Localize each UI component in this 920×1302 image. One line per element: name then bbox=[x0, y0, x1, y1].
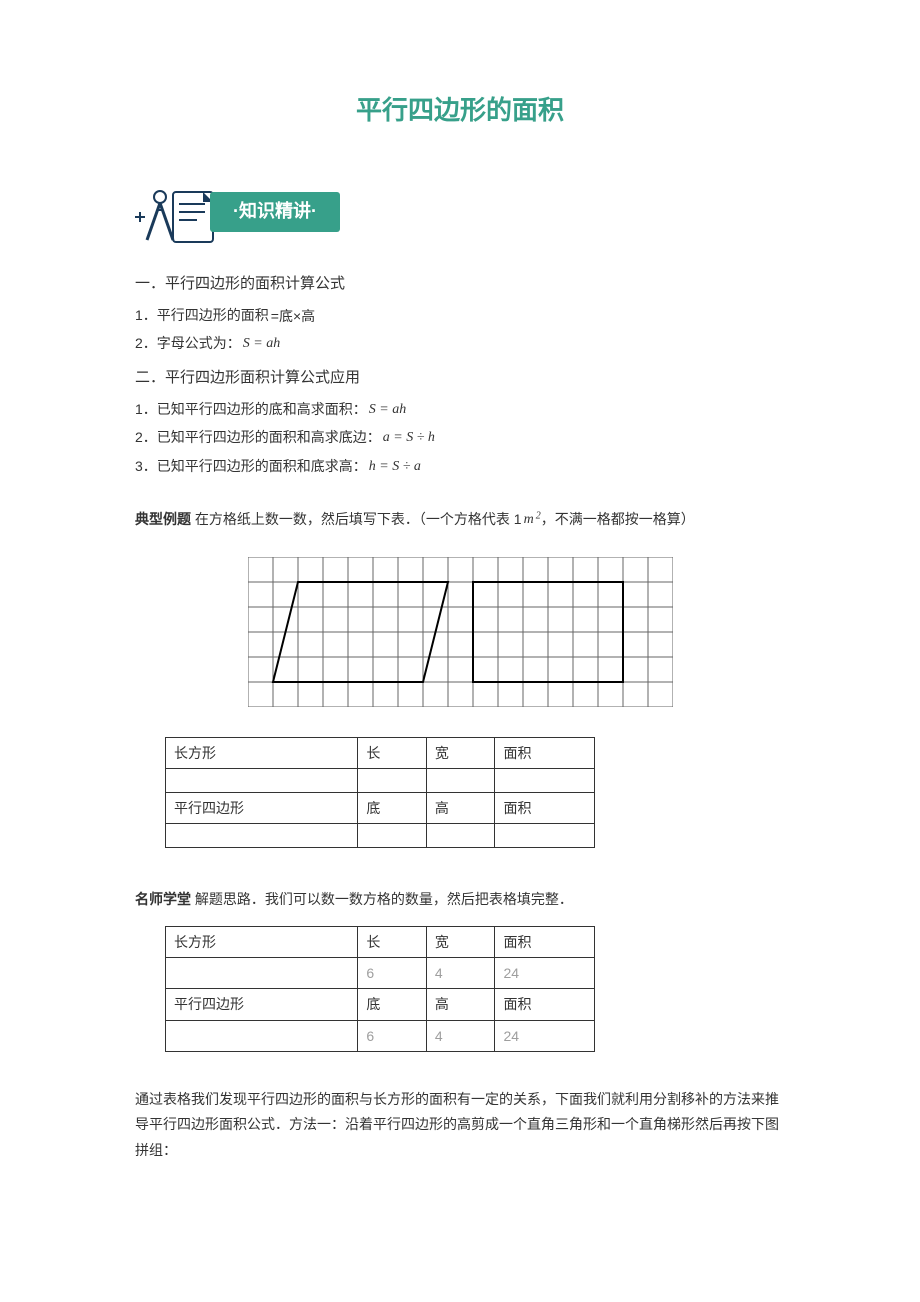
cell: 24 bbox=[495, 958, 595, 989]
cell: 面积 bbox=[495, 792, 595, 823]
cell bbox=[495, 768, 595, 792]
section2-item3: 3．已知平行四边形的面积和底求高：h = S ÷ a bbox=[135, 455, 785, 478]
table-row bbox=[166, 824, 595, 848]
formula: S = ah bbox=[367, 399, 408, 421]
teacher-line: 名师学堂 解题思路．我们可以数一数方格的数量，然后把表格填完整． bbox=[135, 888, 785, 910]
text: 2．字母公式为： bbox=[135, 335, 241, 351]
section1-item2: 2．字母公式为：S = ah bbox=[135, 332, 785, 355]
cell: 4 bbox=[426, 1020, 495, 1051]
example-text-b: ，不满一格都按一格算） bbox=[541, 511, 695, 527]
cell: 长方形 bbox=[166, 926, 358, 957]
teacher-text: 解题思路．我们可以数一数方格的数量，然后把表格填完整． bbox=[191, 891, 573, 907]
cell: 平行四边形 bbox=[166, 989, 358, 1020]
section1-item1: 1．平行四边形的面积=底×高 bbox=[135, 304, 785, 327]
unit: m bbox=[522, 509, 536, 531]
text: 2．已知平行四边形的面积和高求底边： bbox=[135, 429, 381, 445]
badge-label: ·知识精讲· bbox=[210, 192, 340, 232]
cell: 底 bbox=[358, 792, 427, 823]
cell bbox=[166, 768, 358, 792]
teacher-label: 名师学堂 bbox=[135, 891, 191, 907]
cell: 面积 bbox=[495, 926, 595, 957]
cell: 面积 bbox=[495, 989, 595, 1020]
conclusion-text: 通过表格我们发现平行四边形的面积与长方形的面积有一定的关系，下面我们就利用分割移… bbox=[135, 1087, 785, 1163]
table-row: 长方形 长 宽 面积 bbox=[166, 737, 595, 768]
example-label: 典型例题 bbox=[135, 511, 191, 527]
cell bbox=[166, 958, 358, 989]
formula: S = ah bbox=[241, 333, 282, 355]
cell: 4 bbox=[426, 958, 495, 989]
cell bbox=[166, 1020, 358, 1051]
cell: 长 bbox=[358, 737, 427, 768]
cell: 长方形 bbox=[166, 737, 358, 768]
text: 3．已知平行四边形的面积和底求高： bbox=[135, 458, 367, 474]
grid-svg bbox=[248, 557, 673, 707]
knowledge-badge: ·知识精讲· bbox=[135, 182, 355, 252]
cell: 底 bbox=[358, 989, 427, 1020]
section2-item1: 1．已知平行四边形的底和高求面积：S = ah bbox=[135, 398, 785, 421]
grid-figure bbox=[135, 557, 785, 707]
table-row bbox=[166, 768, 595, 792]
table-row: 6 4 24 bbox=[166, 958, 595, 989]
formula: a = S ÷ h bbox=[381, 427, 437, 449]
cell bbox=[166, 824, 358, 848]
cell: 高 bbox=[426, 989, 495, 1020]
cell bbox=[358, 824, 427, 848]
cell bbox=[358, 768, 427, 792]
formula: =底×高 bbox=[269, 305, 317, 327]
formula: h = S ÷ a bbox=[367, 456, 423, 478]
compass-doc-icon bbox=[135, 182, 220, 252]
table-row: 平行四边形 底 高 面积 bbox=[166, 792, 595, 823]
cell: 长 bbox=[358, 926, 427, 957]
section2-heading: 二．平行四边形面积计算公式应用 bbox=[135, 366, 785, 390]
cell: 宽 bbox=[426, 737, 495, 768]
cell bbox=[495, 824, 595, 848]
table-row: 长方形 长 宽 面积 bbox=[166, 926, 595, 957]
example-line: 典型例题 在方格纸上数一数，然后填写下表．（一个方格代表 1m2，不满一格都按一… bbox=[135, 508, 785, 531]
cell: 24 bbox=[495, 1020, 595, 1051]
cell: 宽 bbox=[426, 926, 495, 957]
cell: 6 bbox=[358, 1020, 427, 1051]
table-row: 平行四边形 底 高 面积 bbox=[166, 989, 595, 1020]
cell: 平行四边形 bbox=[166, 792, 358, 823]
cell bbox=[426, 768, 495, 792]
blank-table: 长方形 长 宽 面积 平行四边形 底 高 面积 bbox=[165, 737, 595, 849]
text: 1．平行四边形的面积 bbox=[135, 307, 269, 323]
section2-item2: 2．已知平行四边形的面积和高求底边：a = S ÷ h bbox=[135, 426, 785, 449]
text: 1．已知平行四边形的底和高求面积： bbox=[135, 401, 367, 417]
example-text-a: 在方格纸上数一数，然后填写下表．（一个方格代表 1 bbox=[191, 511, 522, 527]
cell: 面积 bbox=[495, 737, 595, 768]
cell: 6 bbox=[358, 958, 427, 989]
filled-table: 长方形 长 宽 面积 6 4 24 平行四边形 底 高 面积 6 4 24 bbox=[165, 926, 595, 1053]
page-title: 平行四边形的面积 bbox=[135, 90, 785, 132]
section1-heading: 一．平行四边形的面积计算公式 bbox=[135, 272, 785, 296]
cell: 高 bbox=[426, 792, 495, 823]
cell bbox=[426, 824, 495, 848]
table-row: 6 4 24 bbox=[166, 1020, 595, 1051]
